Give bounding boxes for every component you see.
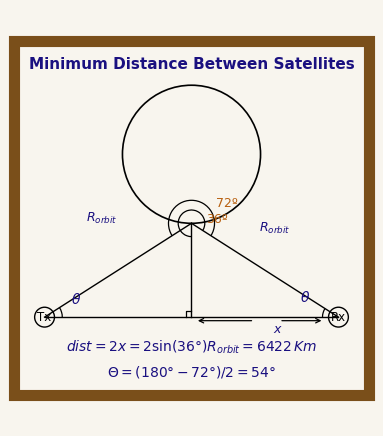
Text: x: x [274,323,281,336]
Text: Rx: Rx [331,310,346,324]
Text: θ: θ [72,293,80,307]
Text: $\Theta = (180° - 72°)/2 = 54°$: $\Theta = (180° - 72°)/2 = 54°$ [107,364,276,380]
Text: 36º: 36º [206,213,228,226]
Text: Minimum Distance Between Satellites: Minimum Distance Between Satellites [29,57,354,72]
Text: $R_{orbit}$: $R_{orbit}$ [259,221,290,236]
Text: 72º: 72º [216,198,237,210]
Text: Tx: Tx [38,310,52,324]
Text: $R_{orbit}$: $R_{orbit}$ [85,211,117,225]
Text: θ: θ [301,291,309,305]
Text: $\mathit{dist} = 2x = 2\sin(36°)R_{\mathit{orbit}} = 6422\,Km$: $\mathit{dist} = 2x = 2\sin(36°)R_{\math… [66,338,317,356]
